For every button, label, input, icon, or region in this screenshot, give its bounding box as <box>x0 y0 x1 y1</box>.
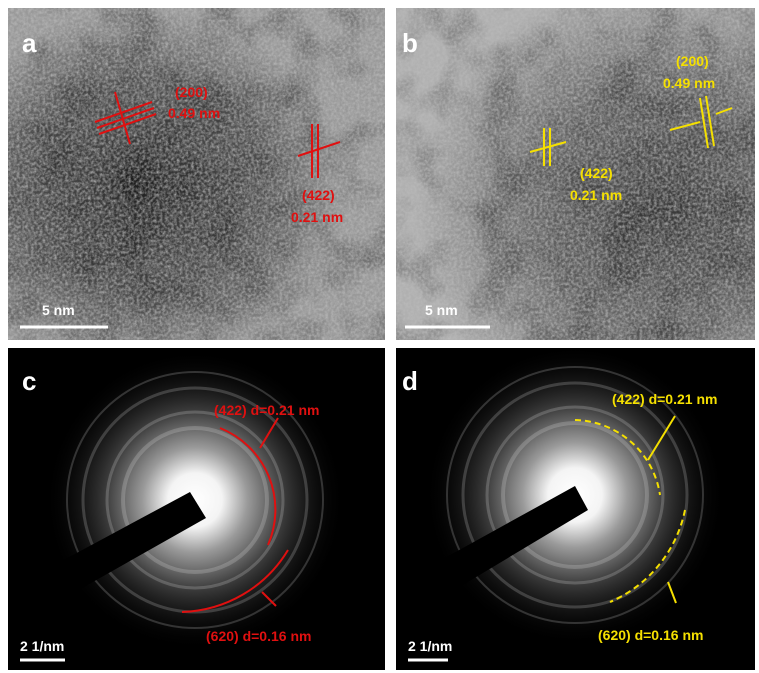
annotation: (422) d=0.21 nm <box>612 391 717 407</box>
annotation: (200) <box>175 84 208 100</box>
annotation: (620) d=0.16 nm <box>598 627 703 643</box>
annotation: (422) <box>580 165 613 181</box>
annotation: 0.49 nm <box>663 75 715 91</box>
annotation: (422) d=0.21 nm <box>214 402 319 418</box>
annotation: 0.21 nm <box>291 209 343 225</box>
panel-label: b <box>402 28 418 58</box>
annotation: (422) <box>302 187 335 203</box>
panel-label: d <box>402 366 418 396</box>
annotation: 0.49 nm <box>168 105 220 121</box>
annotation: (620) d=0.16 nm <box>206 628 311 644</box>
annotation: (200) <box>676 53 709 69</box>
annotation: 0.21 nm <box>570 187 622 203</box>
figure: a (200) 0.49 nm (422) 0.21 nm 5 nm b (20… <box>0 0 759 673</box>
scale-bar-label: 2 1/nm <box>408 638 452 654</box>
panel-label: c <box>22 366 36 396</box>
scale-bar-label: 5 nm <box>425 302 458 318</box>
scale-bar-label: 5 nm <box>42 302 75 318</box>
panel-d: d (422) d=0.21 nm (620) d=0.16 nm 2 1/nm <box>396 345 755 670</box>
panel-c: c (422) d=0.21 nm (620) d=0.16 nm 2 1/nm <box>8 348 385 670</box>
panel-label: a <box>22 28 37 58</box>
panel-a: a (200) 0.49 nm (422) 0.21 nm 5 nm <box>8 8 385 340</box>
panel-b: b (200) 0.49 nm (422) 0.21 nm 5 nm <box>396 8 755 340</box>
scale-bar-label: 2 1/nm <box>20 638 64 654</box>
